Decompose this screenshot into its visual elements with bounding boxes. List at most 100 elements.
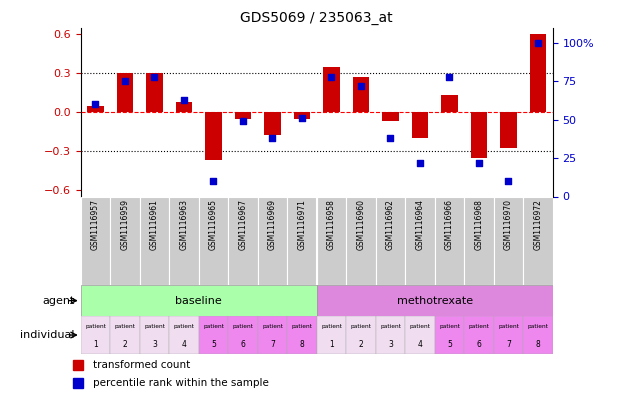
Text: 4: 4 [417, 340, 422, 349]
Bar [88, 105, 104, 112]
Text: 7: 7 [270, 340, 275, 349]
Text: patient: patient [498, 324, 519, 329]
Bar [147, 73, 163, 112]
Text: patient: patient [291, 324, 312, 329]
Text: GSM1116969: GSM1116969 [268, 199, 277, 250]
Bar [199, 316, 229, 354]
Text: 1: 1 [329, 340, 334, 349]
Text: GSM1116972: GSM1116972 [533, 199, 542, 250]
Point [356, 83, 366, 89]
Bar [412, 112, 428, 138]
Text: patient: patient [321, 324, 342, 329]
Bar [258, 196, 288, 285]
Text: 1: 1 [93, 340, 98, 349]
Bar [81, 316, 111, 354]
Text: individual: individual [20, 330, 75, 340]
Bar [376, 316, 406, 354]
Bar [288, 316, 317, 354]
Bar [140, 196, 169, 285]
Title: GDS5069 / 235063_at: GDS5069 / 235063_at [240, 11, 393, 25]
Bar [265, 112, 281, 136]
Point [504, 178, 514, 184]
Bar [494, 196, 524, 285]
Point [445, 73, 455, 80]
Bar [206, 112, 222, 160]
Text: patient: patient [262, 324, 283, 329]
Bar [530, 34, 546, 112]
Text: patient: patient [114, 324, 135, 329]
Text: 6: 6 [476, 340, 481, 349]
Text: GSM1116957: GSM1116957 [91, 199, 100, 250]
Text: GSM1116961: GSM1116961 [150, 199, 159, 250]
Text: 8: 8 [535, 340, 540, 349]
Bar [111, 316, 140, 354]
Bar [229, 316, 258, 354]
Point [474, 160, 484, 166]
Bar [317, 285, 553, 316]
Point [238, 118, 248, 124]
Text: GSM1116968: GSM1116968 [474, 199, 483, 250]
Text: 8: 8 [299, 340, 304, 349]
Text: patient: patient [439, 324, 460, 329]
Point [415, 160, 425, 166]
Text: 4: 4 [181, 340, 186, 349]
Text: GSM1116965: GSM1116965 [209, 199, 218, 250]
Bar [405, 316, 435, 354]
Bar [464, 196, 494, 285]
Text: GSM1116970: GSM1116970 [504, 199, 513, 250]
Text: GSM1116967: GSM1116967 [238, 199, 247, 250]
Bar [523, 316, 553, 354]
Bar [81, 196, 111, 285]
Point [150, 73, 160, 80]
Point [297, 115, 307, 121]
Text: patient: patient [203, 324, 224, 329]
Text: GSM1116963: GSM1116963 [179, 199, 188, 250]
Bar [140, 316, 169, 354]
Text: GSM1116960: GSM1116960 [356, 199, 365, 250]
Bar [347, 316, 376, 354]
Text: percentile rank within the sample: percentile rank within the sample [93, 378, 268, 388]
Point [179, 97, 189, 103]
Bar [317, 196, 347, 285]
Bar [81, 285, 317, 316]
Text: patient: patient [144, 324, 165, 329]
Point [268, 135, 278, 141]
Bar [435, 316, 465, 354]
Bar [471, 112, 487, 158]
Bar [501, 112, 517, 149]
Text: GSM1116958: GSM1116958 [327, 199, 336, 250]
Text: GSM1116962: GSM1116962 [386, 199, 395, 250]
Bar [169, 316, 199, 354]
Text: patient: patient [527, 324, 548, 329]
Bar [435, 196, 465, 285]
Bar [176, 102, 192, 112]
Bar [229, 196, 258, 285]
Text: GSM1116971: GSM1116971 [297, 199, 306, 250]
Bar [235, 112, 251, 119]
Text: patient: patient [409, 324, 430, 329]
Bar [347, 196, 376, 285]
Text: patient: patient [350, 324, 371, 329]
Point [91, 101, 101, 107]
Bar [169, 196, 199, 285]
Bar [405, 196, 435, 285]
Text: agent: agent [42, 296, 75, 306]
Text: patient: patient [85, 324, 106, 329]
Text: transformed count: transformed count [93, 360, 190, 370]
Bar [258, 316, 288, 354]
Bar [353, 77, 369, 112]
Point [209, 178, 219, 184]
Bar [324, 66, 340, 112]
Text: patient: patient [232, 324, 253, 329]
Text: methotrexate: methotrexate [397, 296, 473, 306]
Text: patient: patient [468, 324, 489, 329]
Bar [199, 196, 229, 285]
Text: patient: patient [173, 324, 194, 329]
Point [327, 73, 337, 80]
Bar [376, 196, 406, 285]
Text: baseline: baseline [175, 296, 222, 306]
Bar [494, 316, 524, 354]
Text: 3: 3 [152, 340, 157, 349]
Bar [111, 196, 140, 285]
Text: GSM1116959: GSM1116959 [120, 199, 129, 250]
